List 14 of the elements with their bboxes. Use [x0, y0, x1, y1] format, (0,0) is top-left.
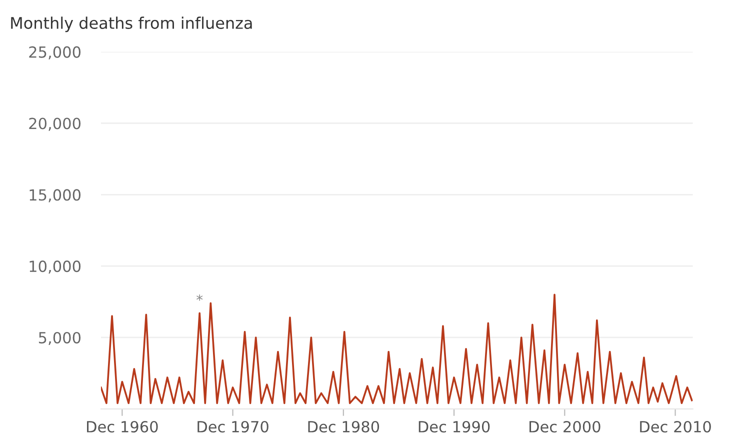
annotation: * — [196, 294, 203, 301]
x-tick-label: Dec 1960 — [87, 420, 158, 433]
x-tick-label: Dec 1970 — [198, 420, 268, 433]
x-tick-label: Dec 2000 — [530, 420, 600, 433]
y-tick-label: 15,000 — [30, 189, 81, 202]
x-tick-label: Dec 2010 — [640, 420, 711, 433]
y-tick-label: 10,000 — [30, 260, 81, 274]
y-tick-label: 5,000 — [38, 332, 81, 346]
chart-title: Monthly deaths from influenza — [11, 16, 252, 32]
y-tick-label: 25,000 — [29, 46, 81, 60]
x-tick-label: Dec 1980 — [308, 420, 380, 433]
x-tick-label: Dec 1990 — [418, 420, 490, 433]
y-tick-label: 20,000 — [29, 118, 81, 131]
line-series — [100, 294, 693, 404]
